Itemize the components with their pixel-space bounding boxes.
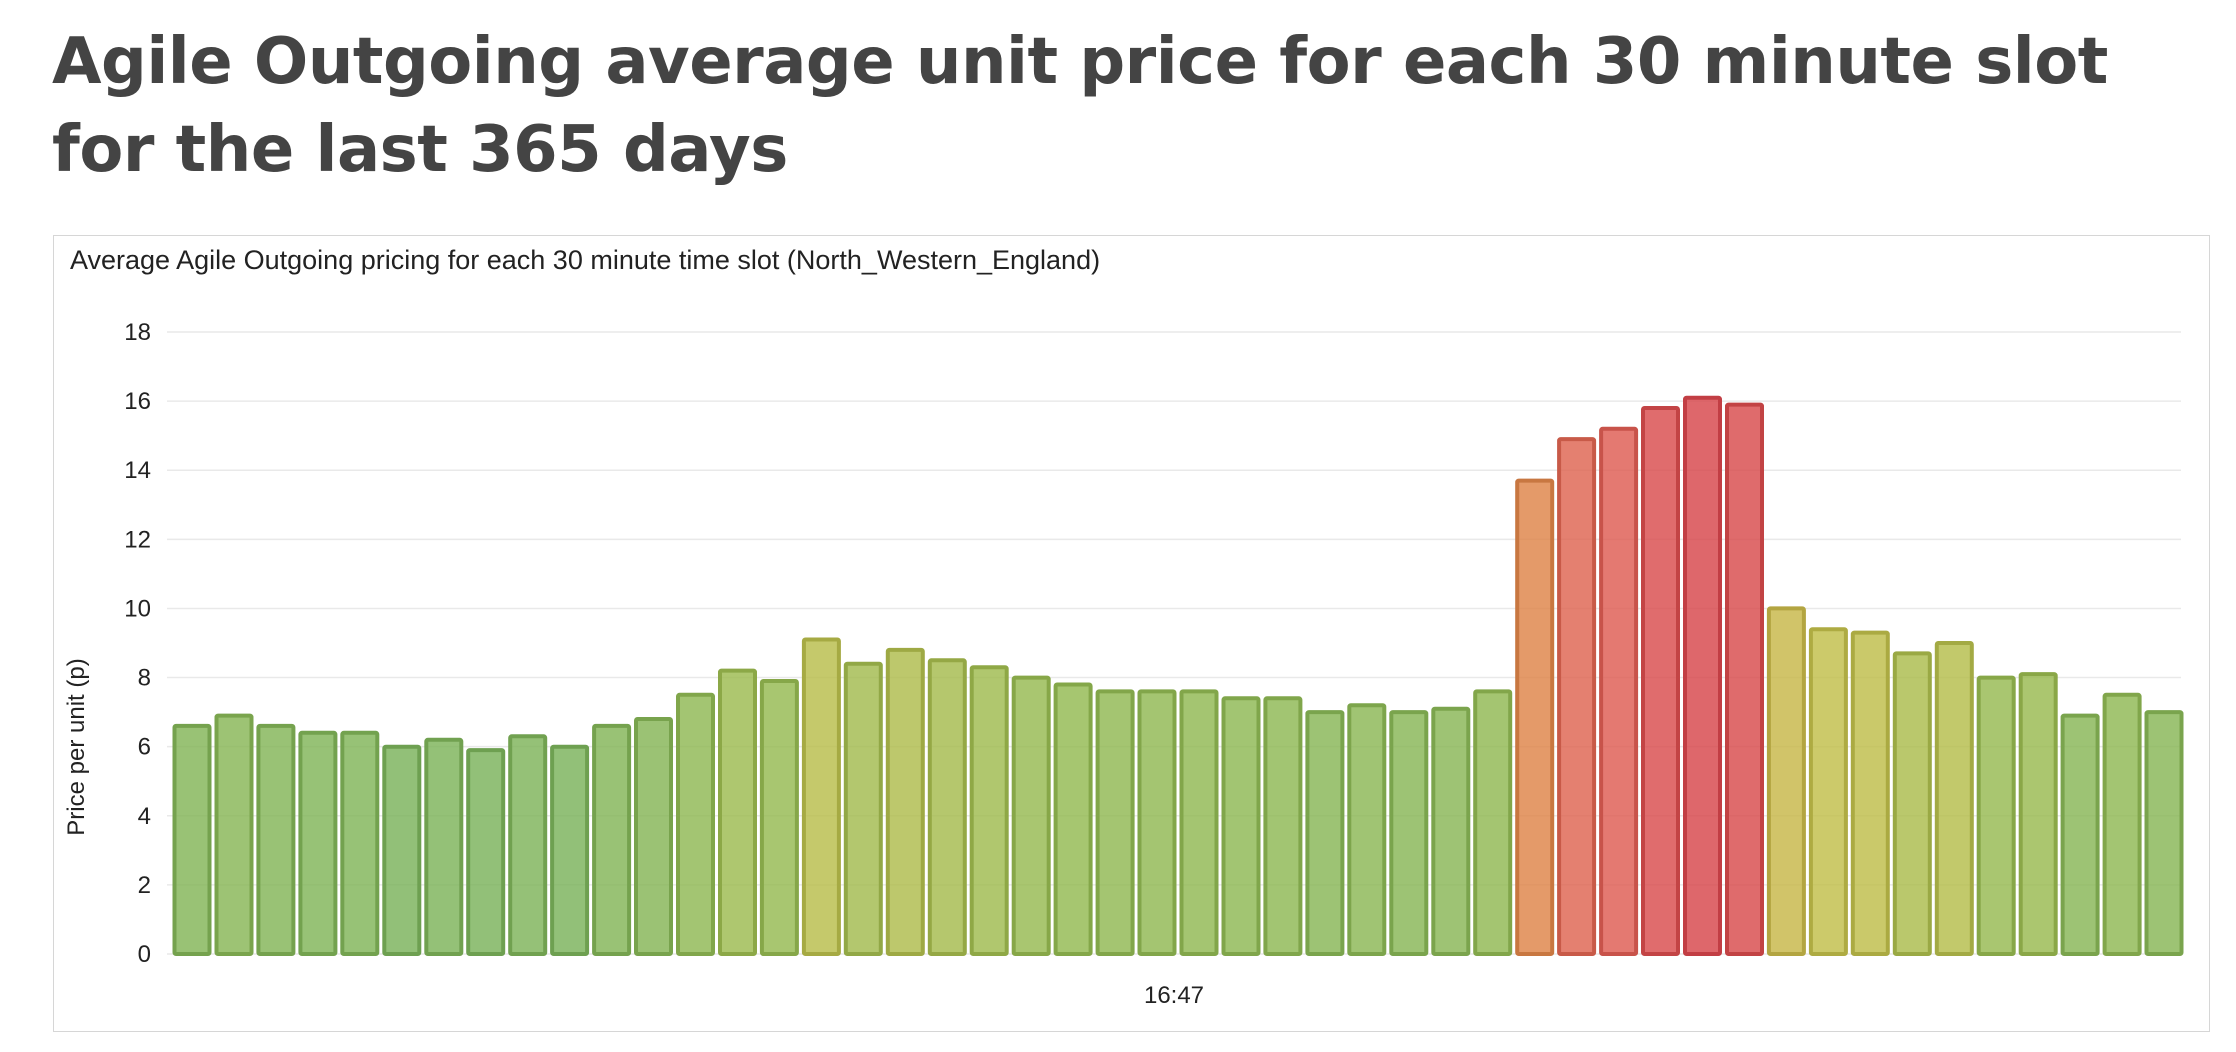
bar[interactable] bbox=[1179, 689, 1219, 956]
bar-chart: Average Agile Outgoing pricing for each … bbox=[63, 245, 2184, 1009]
bar[interactable] bbox=[1221, 696, 1261, 956]
bar[interactable] bbox=[2144, 710, 2184, 956]
bar[interactable] bbox=[214, 713, 254, 956]
bar[interactable] bbox=[424, 737, 464, 956]
y-axis-ticks: 0 2 4 6 8 10 12 14 16 18 bbox=[124, 319, 151, 968]
bar[interactable] bbox=[508, 734, 548, 956]
y-tick-label: 8 bbox=[138, 665, 151, 692]
bar[interactable] bbox=[1976, 675, 2016, 956]
y-tick-label: 16 bbox=[124, 388, 151, 415]
bar[interactable] bbox=[1011, 675, 1051, 956]
bar[interactable] bbox=[801, 637, 841, 956]
bar[interactable] bbox=[759, 679, 799, 956]
chart-card: Average Agile Outgoing pricing for each … bbox=[53, 235, 2210, 1032]
bar[interactable] bbox=[2018, 672, 2058, 956]
bar[interactable] bbox=[172, 723, 212, 956]
bar[interactable] bbox=[1263, 696, 1303, 956]
bar[interactable] bbox=[1431, 706, 1471, 957]
bar[interactable] bbox=[298, 730, 338, 956]
bar[interactable] bbox=[340, 730, 380, 956]
bar[interactable] bbox=[1305, 710, 1345, 956]
bar[interactable] bbox=[1389, 710, 1429, 956]
bar[interactable] bbox=[634, 717, 673, 956]
bar[interactable] bbox=[1934, 641, 1974, 956]
bar[interactable] bbox=[466, 748, 506, 956]
bar[interactable] bbox=[1599, 426, 1639, 957]
y-axis-label: Price per unit (p) bbox=[63, 658, 90, 835]
bar[interactable] bbox=[1892, 651, 1932, 956]
bar[interactable] bbox=[676, 692, 715, 956]
bar[interactable] bbox=[1473, 689, 1513, 956]
bar[interactable] bbox=[1683, 395, 1722, 956]
y-tick-label: 14 bbox=[124, 457, 151, 484]
y-tick-label: 18 bbox=[124, 319, 151, 346]
bar[interactable] bbox=[256, 723, 296, 956]
bar[interactable] bbox=[1850, 630, 1890, 956]
x-axis-label: 16:47 bbox=[1144, 982, 1204, 1009]
bar[interactable] bbox=[550, 744, 590, 957]
bar[interactable] bbox=[1766, 606, 1806, 956]
y-tick-label: 0 bbox=[138, 941, 151, 968]
bar[interactable] bbox=[592, 723, 632, 956]
bar[interactable] bbox=[718, 668, 757, 956]
bar[interactable] bbox=[1725, 402, 1764, 957]
bar[interactable] bbox=[885, 647, 925, 956]
y-tick-label: 10 bbox=[124, 595, 151, 622]
bar[interactable] bbox=[1515, 478, 1555, 956]
bar[interactable] bbox=[843, 661, 883, 956]
page-title: Agile Outgoing average unit price for ea… bbox=[52, 25, 2108, 187]
bar[interactable] bbox=[1053, 682, 1093, 956]
y-tick-label: 6 bbox=[138, 734, 151, 761]
chart-title: Average Agile Outgoing pricing for each … bbox=[70, 245, 1100, 275]
y-tick-label: 12 bbox=[124, 526, 151, 553]
bar[interactable] bbox=[382, 744, 422, 957]
bar[interactable] bbox=[2102, 692, 2142, 956]
bar[interactable] bbox=[1347, 703, 1387, 957]
bar[interactable] bbox=[1557, 437, 1597, 957]
bars bbox=[172, 395, 2184, 957]
bar[interactable] bbox=[927, 658, 967, 956]
bar[interactable] bbox=[1808, 627, 1848, 956]
bar[interactable] bbox=[1095, 689, 1135, 956]
y-tick-label: 4 bbox=[138, 803, 151, 830]
y-tick-label: 2 bbox=[138, 872, 151, 899]
bar[interactable] bbox=[969, 665, 1009, 956]
bar[interactable] bbox=[1137, 689, 1177, 956]
bar[interactable] bbox=[1641, 406, 1680, 956]
bar[interactable] bbox=[2060, 713, 2100, 956]
